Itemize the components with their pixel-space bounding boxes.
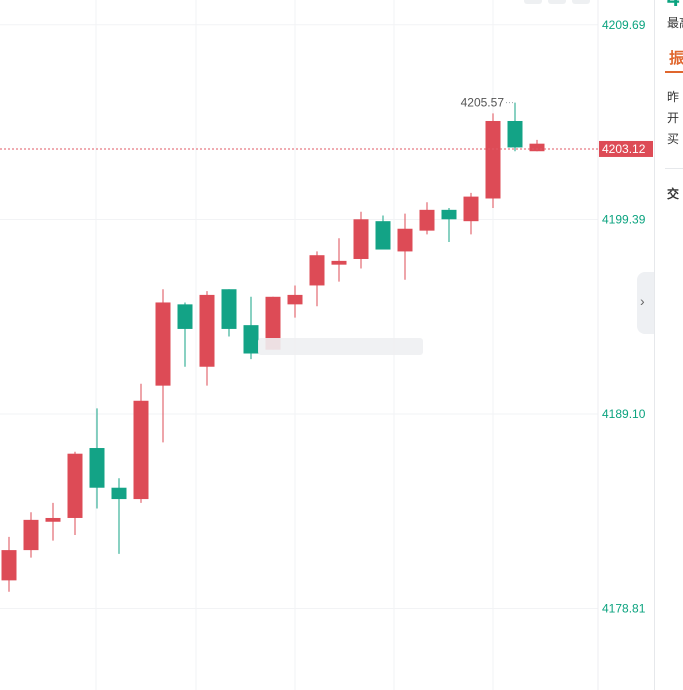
candle xyxy=(199,291,215,386)
expand-panel-button[interactable]: › xyxy=(637,272,654,334)
candle-body xyxy=(507,120,523,148)
toolbar-button[interactable] xyxy=(572,0,590,4)
chevron-right-icon: › xyxy=(640,293,645,309)
candle xyxy=(309,251,325,307)
candle xyxy=(155,289,171,443)
candle xyxy=(353,211,369,269)
candle xyxy=(111,478,127,554)
candle-body xyxy=(45,517,61,522)
candle xyxy=(177,302,193,367)
candle-body xyxy=(133,400,149,500)
candle xyxy=(463,192,479,235)
candle-body xyxy=(353,219,369,259)
candle-body xyxy=(331,260,347,265)
candlestick-chart[interactable]: 4209.69 4199.39 4189.10 4178.81 4205.57 4203.… xyxy=(0,0,654,690)
candle xyxy=(221,289,237,337)
candle xyxy=(441,207,457,242)
candle-body xyxy=(67,453,83,518)
candles xyxy=(1,102,545,592)
candle-body xyxy=(111,487,127,500)
divider xyxy=(665,168,683,169)
side-panel-section-title: 交 xyxy=(667,187,680,201)
toolbar-button[interactable] xyxy=(548,0,566,4)
current-price-label: 4203.12 xyxy=(602,142,646,156)
high-price-label: 4205.57 xyxy=(461,96,505,110)
candle xyxy=(89,408,105,509)
candle-body xyxy=(1,550,17,581)
side-panel-label: 最高 xyxy=(667,16,683,30)
candle-body xyxy=(375,221,391,250)
side-panel-value: 4 xyxy=(667,0,679,12)
candle-body xyxy=(89,448,105,488)
y-tick-label: 4189.10 xyxy=(602,407,646,421)
chart-labels: 4209.69 4199.39 4189.10 4178.81 4205.57 4203.… xyxy=(0,18,653,616)
candle xyxy=(133,383,149,503)
candle-body xyxy=(441,209,457,220)
candle xyxy=(23,512,39,558)
y-tick-label: 4209.69 xyxy=(602,18,646,32)
side-panel-label: 开 xyxy=(667,111,680,125)
candle-body xyxy=(177,304,193,329)
candle xyxy=(375,215,391,250)
candle-body xyxy=(265,296,281,350)
candle xyxy=(331,238,347,282)
candle-body xyxy=(155,302,171,386)
side-panel-label: 买 xyxy=(667,132,680,146)
candle xyxy=(67,451,83,535)
candle-body xyxy=(199,294,215,367)
tab-underline xyxy=(665,71,683,73)
candle xyxy=(243,296,259,360)
tab-side-panel[interactable]: 振 xyxy=(669,50,683,67)
candle xyxy=(507,102,523,152)
y-tick-label: 4199.39 xyxy=(602,212,646,226)
candle xyxy=(1,536,17,592)
candle xyxy=(419,202,435,235)
candle-body xyxy=(419,209,435,231)
side-panel-label: 昨 xyxy=(667,90,680,104)
current-price-tag xyxy=(599,140,653,157)
watermark xyxy=(258,338,423,355)
candle-body xyxy=(23,519,39,551)
candle-body xyxy=(287,294,303,305)
candle xyxy=(529,139,545,152)
candle xyxy=(397,213,413,280)
toolbar-button[interactable] xyxy=(524,0,542,4)
candle xyxy=(485,113,501,208)
candle-body xyxy=(397,228,413,252)
y-tick-label: 4178.81 xyxy=(602,602,646,616)
candle-body xyxy=(485,120,501,199)
side-panel: 4 最高 振 昨 开 买 交 xyxy=(654,0,683,690)
candle-body xyxy=(529,143,545,152)
candle-body xyxy=(243,325,259,354)
candle xyxy=(45,502,61,541)
candle-body xyxy=(221,289,237,329)
candle-body xyxy=(309,255,325,286)
chart-grid xyxy=(0,0,599,690)
candle-body xyxy=(463,196,479,222)
candle xyxy=(287,285,303,318)
